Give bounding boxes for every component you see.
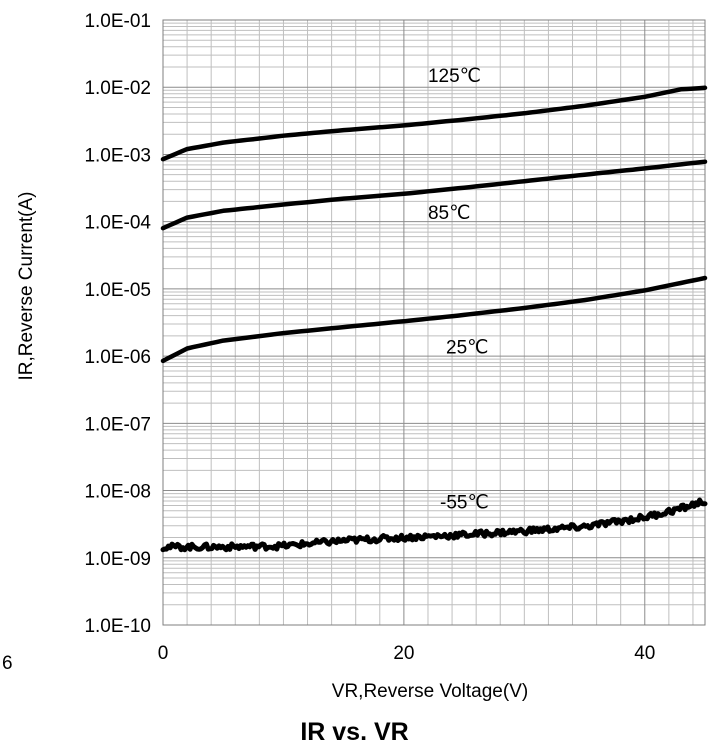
minor-grid	[163, 20, 705, 625]
x-tick-label: 0	[158, 643, 169, 664]
y-tick-label: 1.0E-04	[84, 213, 151, 234]
series-label: -55℃	[440, 493, 489, 514]
series-label: 85℃	[428, 203, 470, 224]
series-labels: 125℃ 85℃ 25℃ -55℃	[428, 66, 489, 514]
stray-page-number: 6	[2, 653, 13, 674]
y-tick-label: 1.0E-08	[84, 482, 151, 503]
y-tick-label: 1.0E-10	[84, 616, 151, 637]
y-tick-label: 1.0E-05	[84, 280, 151, 301]
y-tick-label: 1.0E-09	[84, 549, 151, 570]
y-tick-label: 1.0E-06	[84, 347, 151, 368]
y-tick-label: 1.0E-03	[84, 145, 151, 166]
series-line	[160, 159, 708, 231]
plot-frame	[162, 19, 706, 626]
series-line	[160, 497, 708, 553]
y-tick-label: 1.0E-01	[84, 11, 151, 32]
x-axis-title: VR,Reverse Voltage(V)	[332, 681, 528, 702]
y-axis-tick-labels: 1.0E-10 1.0E-09 1.0E-08 1.0E-07 1.0E-06 1.0E-…	[84, 11, 151, 637]
x-tick-label: 20	[393, 643, 414, 664]
series-line	[160, 85, 708, 162]
series-label: 125℃	[428, 66, 481, 87]
x-tick-label: 40	[634, 643, 655, 664]
x-axis-tick-labels: 0 20 40	[158, 643, 656, 664]
y-axis-title: IR,Reverse Current(A)	[16, 192, 37, 381]
series-lines	[160, 85, 708, 553]
series-label: 25℃	[446, 337, 488, 358]
y-tick-label: 1.0E-07	[84, 414, 151, 435]
series-line	[160, 275, 708, 364]
y-tick-label: 1.0E-02	[84, 78, 151, 99]
chart-title: IR vs. VR	[300, 718, 409, 746]
